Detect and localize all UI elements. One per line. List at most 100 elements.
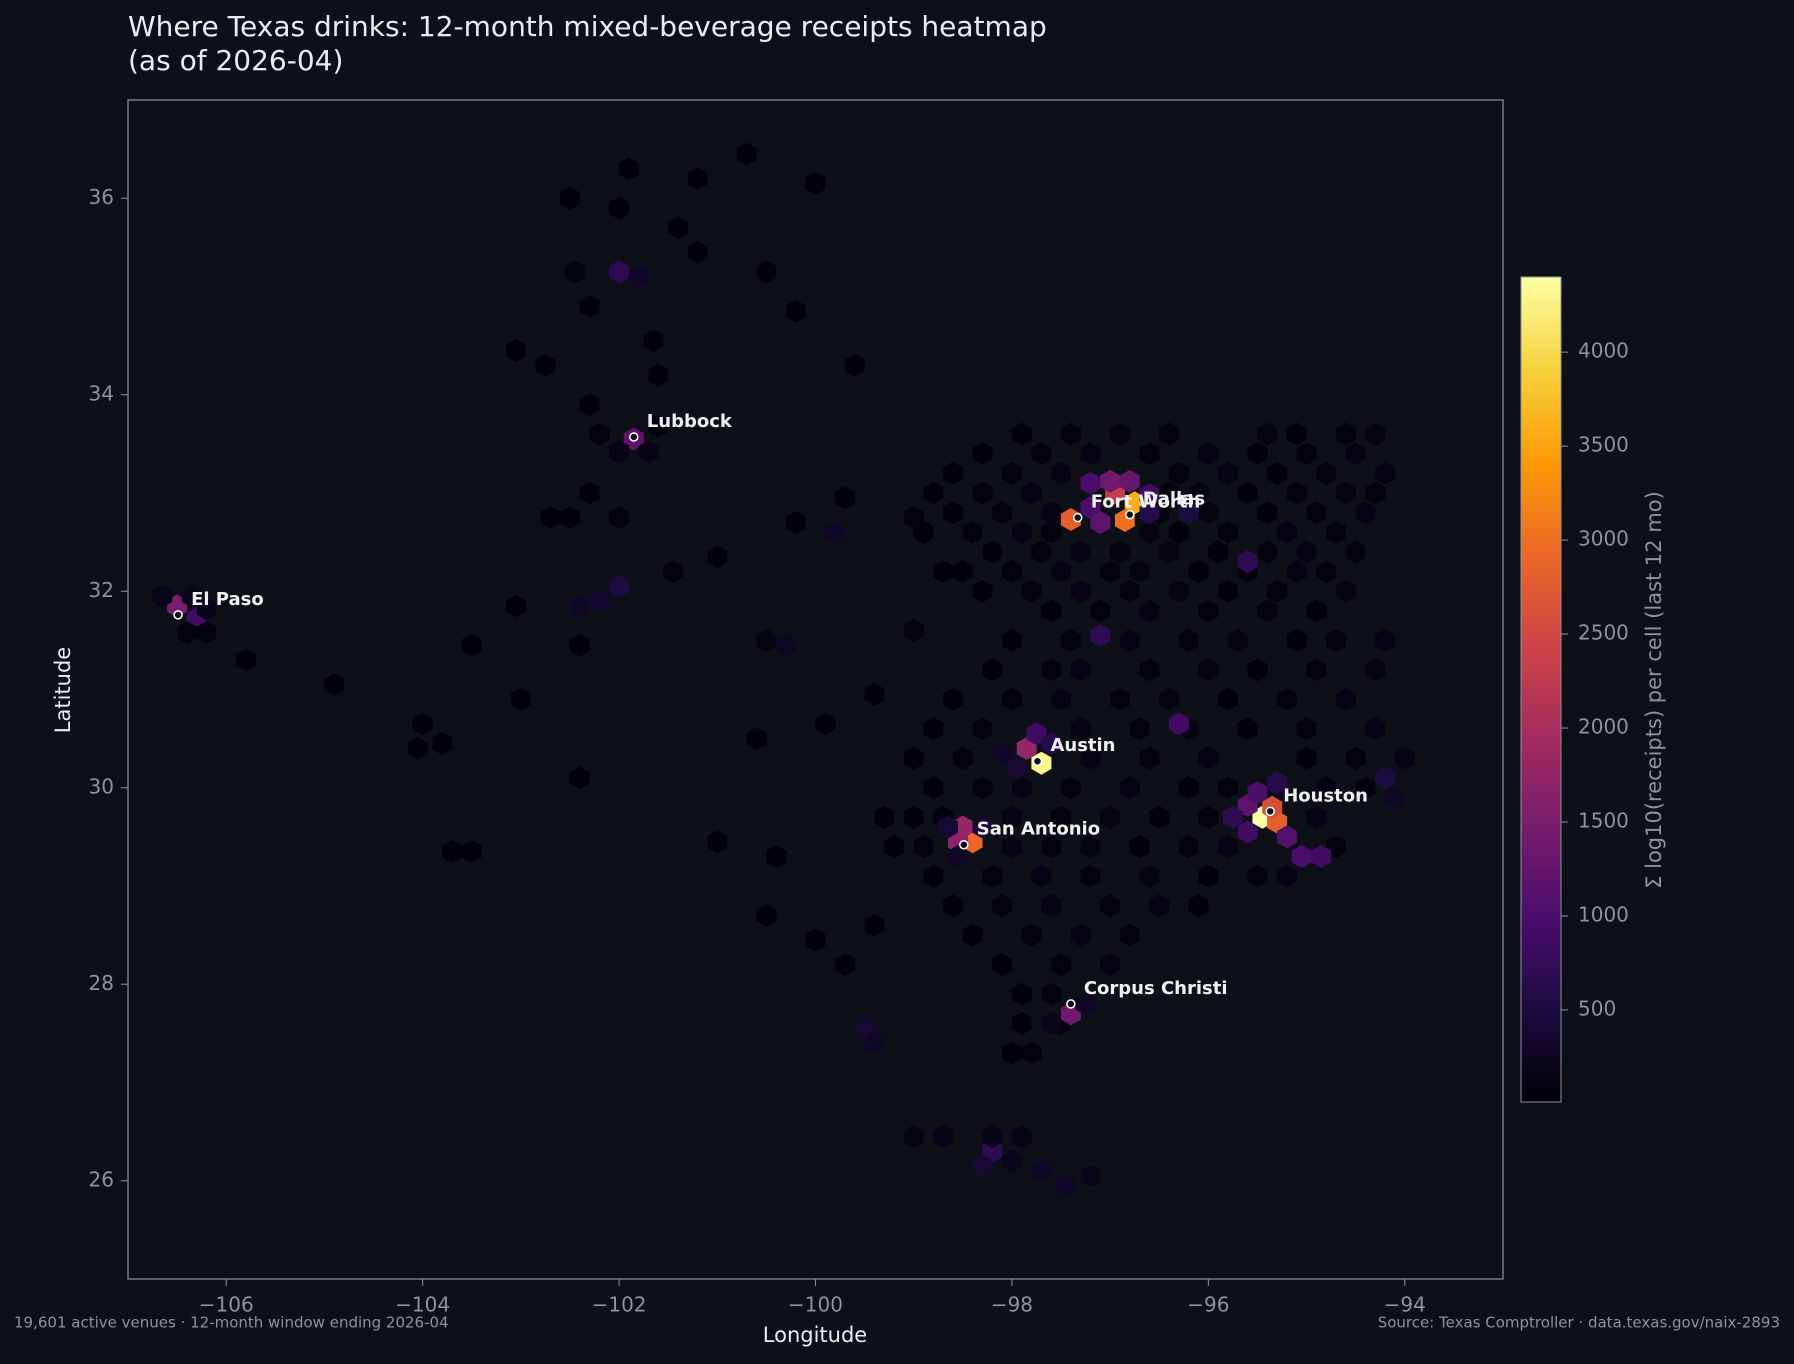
hex-cell: [1100, 805, 1121, 829]
hex-cell: [1002, 1041, 1022, 1065]
hex-cell: [1159, 422, 1179, 446]
hex-cell: [1306, 805, 1327, 829]
hex-cell: [938, 815, 958, 839]
hex-cell: [903, 805, 924, 829]
hex-cell: [903, 1125, 924, 1148]
hex-cell: [618, 157, 639, 181]
hex-cell: [663, 560, 683, 584]
hex-cell: [535, 353, 556, 377]
hex-cell: [1002, 1149, 1022, 1173]
hex-cell: [1218, 776, 1238, 800]
hex-cell: [1002, 560, 1022, 584]
hex-cell: [1218, 461, 1238, 485]
y-tick-label: 26: [89, 1167, 114, 1191]
hex-cell: [1119, 776, 1140, 800]
hex-cell: [835, 953, 855, 977]
colorbar-tick-label: 1000: [1578, 902, 1629, 926]
hex-cell: [1345, 540, 1366, 564]
hex-cell: [1335, 422, 1356, 446]
hex-cell: [943, 501, 963, 525]
hex-cell: [579, 481, 600, 505]
hex-cell: [1129, 560, 1150, 584]
hex-cell: [177, 621, 197, 644]
hex-cell: [923, 776, 944, 800]
hex-cell: [1139, 746, 1160, 770]
hex-cell: [1090, 599, 1111, 623]
hex-cell: [1237, 717, 1258, 741]
hex-cell: [864, 913, 885, 937]
hex-cell: [874, 805, 895, 829]
hex-cell: [1080, 864, 1101, 888]
hex-cell: [589, 422, 610, 446]
hex-cell: [1090, 624, 1111, 647]
footer-left: 19,601 active venues · 12-month window e…: [14, 1314, 449, 1332]
y-axis-label: Latitude: [51, 647, 75, 733]
city-label: Fort Worth: [1091, 492, 1201, 513]
hex-cell: [992, 741, 1013, 765]
hex-cell: [1080, 471, 1101, 495]
hex-cell: [324, 673, 345, 697]
city-label: Houston: [1283, 785, 1368, 806]
hex-cell: [1002, 628, 1022, 652]
hex-cell: [992, 501, 1013, 525]
hex-cell: [952, 746, 973, 770]
hex-cell: [1070, 579, 1091, 603]
hex-cell: [1090, 511, 1111, 534]
hex-cell: [982, 540, 1003, 564]
hex-cell: [776, 633, 796, 657]
hex-cell: [1178, 628, 1199, 652]
x-tick-label: −104: [395, 1293, 450, 1317]
hex-cell: [560, 186, 580, 210]
hex-cell: [1296, 746, 1317, 770]
hex-cell: [1218, 835, 1238, 859]
hex-cell: [1277, 825, 1297, 849]
hex-cell: [913, 520, 934, 544]
hex-cell: [1060, 422, 1081, 446]
hex-cell: [1011, 1012, 1032, 1035]
hex-cell: [736, 142, 757, 166]
hex-cell: [992, 894, 1013, 918]
hex-cell: [756, 904, 777, 927]
hex-cell: [707, 545, 728, 569]
hex-cell: [1316, 461, 1337, 485]
city-marker: [1125, 509, 1135, 520]
hex-cell: [1198, 805, 1219, 829]
hex-cell: [1080, 835, 1101, 859]
hex-cell: [412, 712, 433, 736]
hex-layer: [152, 142, 1415, 1198]
hex-cell: [1218, 520, 1238, 544]
hex-cell: [540, 506, 561, 530]
city-marker: [629, 432, 639, 442]
city-label: Austin: [1050, 735, 1115, 756]
hex-cell: [948, 845, 968, 868]
hex-cell: [1002, 687, 1022, 711]
hex-cell: [805, 172, 826, 195]
hex-cell: [884, 835, 904, 859]
hex-cell: [903, 619, 924, 642]
hex-cell: [648, 363, 669, 387]
colorbar-tick-label: 2000: [1578, 715, 1629, 739]
hex-cell: [1100, 469, 1121, 493]
hex-cell: [564, 260, 585, 284]
hex-cell: [1286, 560, 1307, 584]
hex-cell: [1335, 481, 1356, 505]
hex-cell: [1208, 540, 1229, 564]
hex-cell: [1365, 717, 1386, 741]
hex-cell: [1119, 628, 1140, 652]
hex-cell: [1041, 501, 1062, 525]
hex-cell: [1267, 771, 1288, 795]
hex-cell: [687, 240, 708, 264]
hex-cell: [1139, 864, 1160, 888]
hex-cell: [1188, 560, 1209, 584]
hex-cell: [815, 712, 836, 736]
y-tick-label: 30: [89, 774, 114, 798]
hex-cell: [766, 845, 787, 868]
hex-cell: [1198, 746, 1219, 770]
hex-cell: [1355, 776, 1376, 800]
footer-right: Source: Texas Comptroller · data.texas.g…: [1378, 1314, 1780, 1332]
hex-cell: [1178, 835, 1199, 859]
x-tick-label: −96: [1187, 1293, 1229, 1317]
hex-cell: [1306, 658, 1327, 682]
hex-cell: [854, 1017, 875, 1040]
hex-cell: [923, 864, 944, 888]
